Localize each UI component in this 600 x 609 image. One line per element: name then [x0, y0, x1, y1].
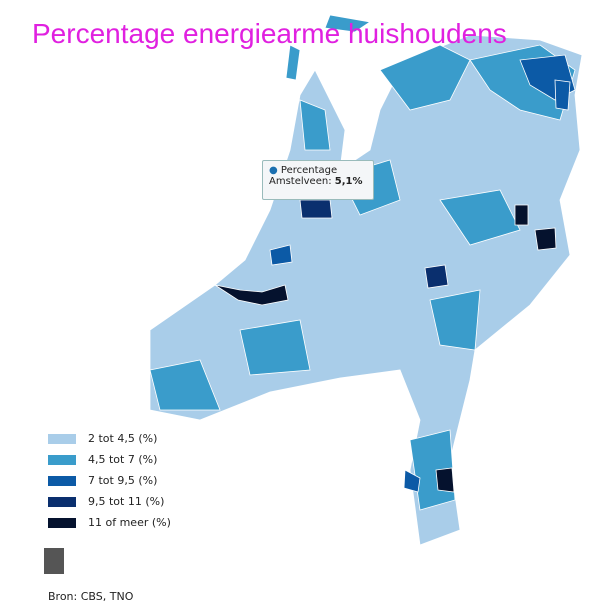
legend-swatch — [48, 497, 76, 507]
region — [285, 44, 301, 81]
region — [269, 244, 293, 266]
tooltip-value: 5,1% — [334, 176, 363, 187]
tooltip-series: Percentage — [280, 165, 338, 176]
legend-item[interactable]: 9,5 tot 11 (%) — [48, 495, 164, 508]
region — [324, 14, 372, 33]
region — [403, 469, 421, 493]
legend-swatch — [48, 518, 76, 528]
region — [554, 79, 571, 111]
legend-label: 9,5 tot 11 (%) — [88, 495, 165, 508]
source: Bron: CBS, TNO — [48, 590, 134, 603]
region — [214, 284, 289, 306]
region — [149, 34, 583, 546]
legend-label: 4,5 tot 7 (%) — [88, 453, 158, 466]
title: Percentage energiearme huishoudens — [32, 18, 507, 49]
region — [239, 319, 311, 376]
legend-swatch — [48, 434, 76, 444]
legend-item[interactable]: 7 tot 9,5 (%) — [48, 474, 157, 487]
region — [439, 189, 521, 246]
region — [534, 227, 557, 251]
legend-label: 7 tot 9,5 (%) — [88, 474, 158, 487]
region — [149, 359, 221, 411]
legend-swatch — [48, 476, 76, 486]
region — [429, 289, 481, 351]
region — [424, 264, 449, 289]
legend-item[interactable]: 4,5 tot 7 (%) — [48, 453, 157, 466]
legend-swatch — [48, 455, 76, 465]
tooltip-label: Amstelveen: — [269, 176, 332, 187]
region — [435, 467, 455, 493]
region — [299, 199, 333, 219]
legend-label: 11 of meer (%) — [88, 516, 171, 529]
tooltip: ● Percentage Amstelveen: 5,1% — [262, 160, 374, 200]
region — [299, 99, 331, 151]
legend-item[interactable]: 2 tot 4,5 (%) — [48, 432, 157, 445]
region — [379, 44, 471, 111]
region — [514, 204, 529, 226]
legend-item[interactable]: 11 of meer (%) — [48, 516, 171, 529]
cbs-logo — [44, 548, 64, 574]
legend-label: 2 tot 4,5 (%) — [88, 432, 158, 445]
